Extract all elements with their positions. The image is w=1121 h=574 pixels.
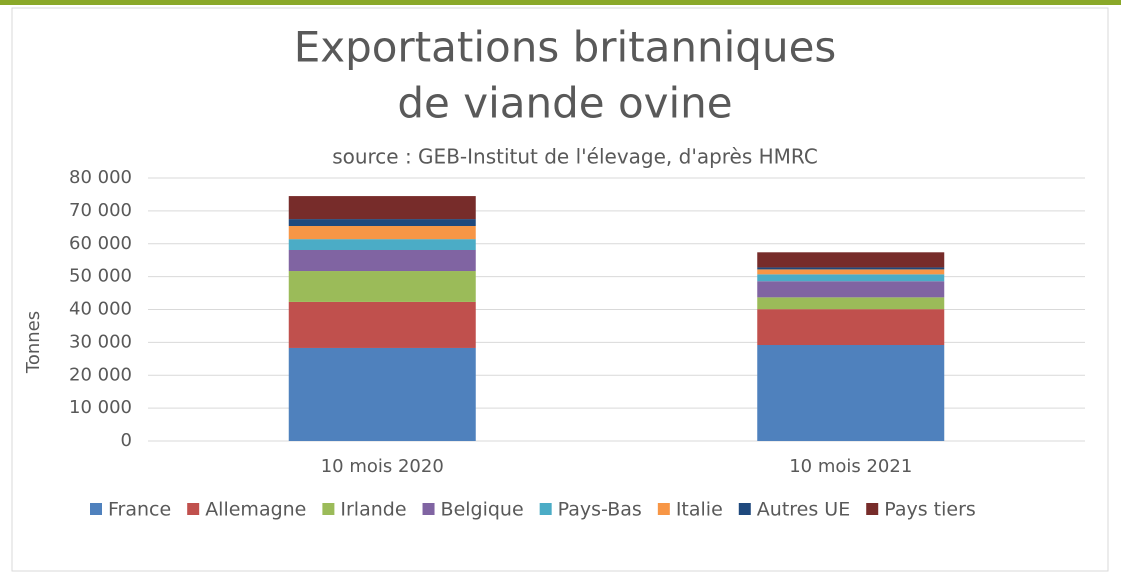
chart-title: de viande ovine [397,79,732,128]
bar-segment [288,196,476,220]
bar-segment [288,347,476,441]
x-tick-label: 10 mois 2021 [789,456,912,477]
bar-segment [757,281,945,298]
y-tick-label: 10 000 [69,397,132,418]
legend-swatch [187,503,200,515]
legend-label: Irlande [340,499,406,521]
bar-segment [757,309,945,346]
y-tick-label: 40 000 [69,299,132,320]
bar-segment [757,274,945,282]
bar-segment [288,249,476,272]
bar-segment [757,345,945,441]
x-tick-label: 10 mois 2020 [321,456,444,477]
bar-segment [288,219,476,226]
bar-segment [288,225,476,240]
legend-label: Autres UE [757,499,850,521]
bar-segment [288,239,476,250]
bar-segment [288,301,476,348]
y-tick-label: 80 000 [69,167,132,188]
y-tick-label: 30 000 [69,331,132,352]
legend-label: Pays-Bas [558,499,642,521]
legend-label: Pays tiers [884,499,976,521]
legend-swatch [422,503,435,515]
bar-segment [757,269,945,275]
y-tick-label: 50 000 [69,266,132,287]
legend-swatch [90,503,102,515]
y-axis-label: Tonnes [23,311,44,374]
y-tick-label: 20 000 [69,364,132,385]
legend-label: Belgique [441,499,524,521]
bar-segment [288,271,476,302]
y-tick-label: 0 [121,430,132,451]
legend-swatch [866,503,879,515]
y-tick-label: 70 000 [69,200,132,221]
bar-segment [757,252,945,268]
legend-swatch [657,503,670,515]
legend-label: Italie [676,499,723,521]
legend-swatch [322,503,335,515]
legend-label: Allemagne [205,499,306,521]
bar-segment [757,267,945,270]
chart-title: Exportations britanniques [294,23,837,72]
legend-swatch [738,503,751,515]
legend-swatch [539,503,552,515]
top-band [0,0,1121,5]
bar-segment [757,297,945,310]
chart-subtitle: source : GEB-Institut de l'élevage, d'ap… [332,145,818,169]
legend-label: France [108,499,171,521]
y-tick-label: 60 000 [69,233,132,254]
